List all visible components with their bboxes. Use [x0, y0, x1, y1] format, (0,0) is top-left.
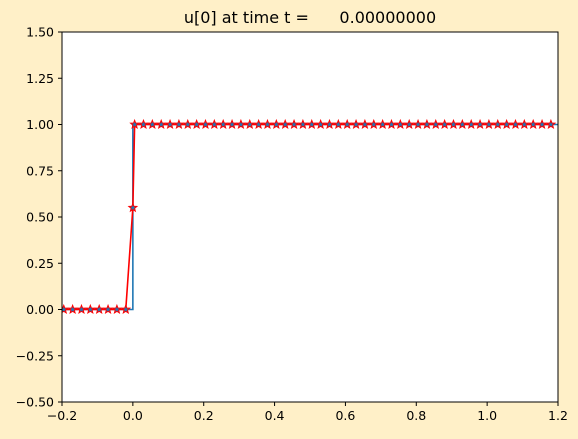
data-point-marker [465, 118, 477, 130]
data-point-marker [448, 118, 459, 130]
y-tick-label: 0.75 [26, 163, 54, 178]
data-point-marker [191, 118, 202, 130]
data-point-marker [359, 118, 371, 130]
y-tick-label: 0.50 [26, 210, 54, 225]
data-point-marker [527, 118, 539, 130]
data-point-marker [288, 118, 300, 130]
data-point-marker [93, 303, 105, 315]
data-point-marker [279, 118, 291, 130]
data-point-marker [297, 118, 309, 130]
y-tick-label: 0.00 [26, 302, 54, 317]
data-point-marker [519, 118, 530, 130]
x-tick-label: 1.2 [548, 408, 568, 423]
data-point-marker [129, 118, 140, 130]
data-point-marker [217, 118, 229, 130]
data-point-marker [430, 118, 442, 130]
data-point-marker [209, 118, 220, 130]
x-tick-label: 0.0 [123, 408, 143, 423]
data-point-marker [439, 118, 450, 130]
data-point-marker [306, 118, 318, 130]
data-point-marker [85, 303, 96, 315]
data-point-marker [253, 118, 264, 130]
data-point-marker [271, 118, 282, 130]
data-point-marker [492, 118, 504, 130]
x-tick-label: 0.2 [194, 408, 214, 423]
data-point-marker [412, 118, 424, 130]
data-point-marker [111, 303, 123, 315]
data-point-marker [200, 118, 211, 130]
plot-area [62, 32, 558, 402]
chart-axes: −0.2 0.0 0.2 0.4 0.6 0.8 1.0 1.2 −0.50 −0.25 0.00 0… [16, 25, 568, 424]
data-point-marker [545, 118, 557, 130]
data-point-marker [147, 118, 158, 130]
data-point-marker [395, 118, 406, 130]
data-point-marker [386, 118, 397, 130]
data-point-marker [127, 202, 139, 213]
data-point-marker [76, 303, 87, 315]
x-tick-label: 0.8 [406, 408, 426, 423]
data-point-marker [315, 118, 326, 130]
data-point-marker [403, 118, 415, 130]
data-point-marker [341, 118, 353, 130]
data-point-marker [510, 118, 521, 130]
y-tick-label: 1.25 [26, 71, 54, 86]
data-point-marker [262, 118, 273, 130]
data-point-marker [164, 118, 176, 130]
data-point-marker [457, 118, 468, 130]
data-point-marker [324, 118, 335, 130]
x-tick-label: 0.6 [335, 408, 355, 423]
data-point-marker [377, 118, 388, 130]
data-point-marker [350, 118, 362, 130]
data-point-marker [421, 118, 433, 130]
data-point-marker [333, 118, 344, 130]
data-point-marker [244, 118, 256, 130]
x-tick-label: −0.2 [47, 408, 77, 423]
y-tick-label: 1.50 [26, 25, 54, 40]
data-point-marker [474, 118, 486, 130]
chart-marks [62, 118, 558, 315]
data-point-marker [182, 118, 194, 130]
y-tick-label: −0.50 [16, 395, 54, 410]
x-tick-label: 0.4 [265, 408, 285, 423]
y-tick-label: 0.25 [26, 256, 54, 271]
data-point-marker [483, 118, 495, 130]
y-tick-label: 1.00 [26, 117, 54, 132]
data-point-marker [62, 303, 70, 315]
data-point-marker [235, 118, 247, 130]
data-point-marker [102, 303, 114, 315]
data-point-marker [368, 118, 380, 130]
data-point-marker [501, 118, 512, 130]
data-point-marker [67, 303, 78, 315]
data-point-marker [536, 118, 548, 130]
data-point-marker [226, 118, 238, 130]
data-point-marker [138, 118, 149, 130]
data-point-marker [173, 118, 185, 130]
data-point-marker [120, 303, 132, 315]
chart-title: u[0] at time t = 0.00000000 [184, 8, 436, 27]
x-tick-label: 1.0 [477, 408, 497, 423]
y-tick-label: −0.25 [16, 348, 54, 363]
data-point-marker [155, 118, 167, 130]
